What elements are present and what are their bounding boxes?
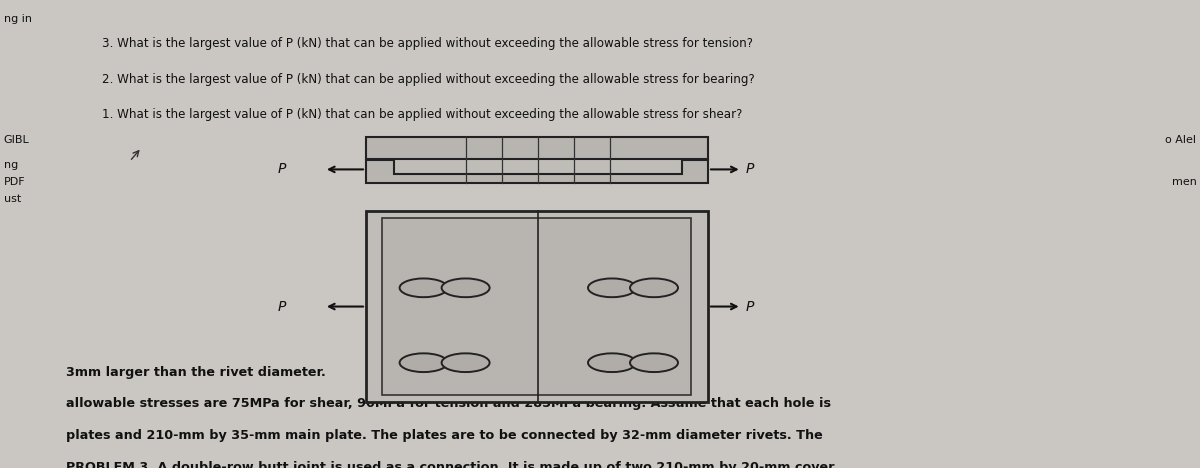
Bar: [366, 160, 708, 183]
Text: 3. What is the largest value of P (kN) that can be applied without exceeding the: 3. What is the largest value of P (kN) t…: [102, 37, 754, 51]
Text: plates and 210-mm by 35-mm main plate. The plates are to be connected by 32-mm d: plates and 210-mm by 35-mm main plate. T…: [66, 429, 823, 442]
Text: ng in: ng in: [4, 14, 31, 24]
Bar: [366, 211, 708, 402]
Text: ng: ng: [4, 160, 18, 170]
Circle shape: [630, 278, 678, 297]
Text: PROBLEM 3. A double-row butt joint is used as a connection. It is made up of two: PROBLEM 3. A double-row butt joint is us…: [66, 461, 834, 468]
Text: 1. What is the largest value of P (kN) that can be applied without exceeding the: 1. What is the largest value of P (kN) t…: [102, 108, 743, 121]
Text: P: P: [746, 162, 754, 176]
Bar: [366, 137, 708, 159]
Text: PDF: PDF: [4, 176, 25, 187]
Bar: [382, 218, 691, 395]
Circle shape: [442, 353, 490, 372]
Circle shape: [588, 278, 636, 297]
Text: P: P: [746, 300, 754, 314]
Circle shape: [630, 353, 678, 372]
Circle shape: [442, 278, 490, 297]
Text: GIBL: GIBL: [4, 135, 29, 146]
Circle shape: [400, 278, 448, 297]
Text: men: men: [1171, 176, 1196, 187]
Text: P: P: [278, 162, 286, 176]
Bar: [394, 146, 682, 174]
Text: 2. What is the largest value of P (kN) that can be applied without exceeding the: 2. What is the largest value of P (kN) t…: [102, 73, 755, 86]
Circle shape: [588, 353, 636, 372]
Text: ust: ust: [4, 194, 20, 204]
Circle shape: [400, 353, 448, 372]
Text: o Alel: o Alel: [1165, 135, 1196, 146]
Text: allowable stresses are 75MPa for shear, 90MPa for tension and 285MPa bearing. As: allowable stresses are 75MPa for shear, …: [66, 397, 830, 410]
Text: 3mm larger than the rivet diameter.: 3mm larger than the rivet diameter.: [66, 366, 325, 379]
Text: P: P: [278, 300, 286, 314]
